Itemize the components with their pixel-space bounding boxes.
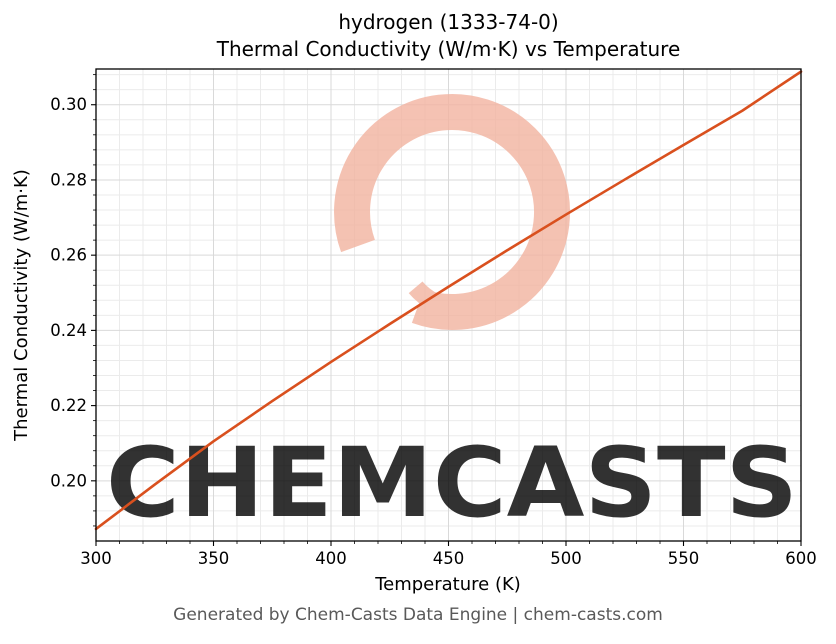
y-tick-label: 0.30	[50, 95, 87, 114]
x-tick-label: 300	[80, 549, 112, 568]
conductivity-line	[94, 70, 803, 531]
watermark-logo-ring-icon	[334, 93, 571, 330]
chart-title: hydrogen (1333-74-0) Thermal Conductivit…	[96, 9, 801, 63]
x-tick-label: 500	[550, 549, 582, 568]
x-tick-label: 450	[433, 549, 465, 568]
watermark-text: CHEMCASTS	[106, 427, 798, 539]
chart-title-line2: Thermal Conductivity (W/m·K) vs Temperat…	[216, 37, 681, 61]
tick-marks	[91, 74, 802, 546]
watermark-logo-swirl-icon	[408, 281, 512, 317]
tick-labels: 300 350 400 450 500 550 600 0.20 0.22 0.24 0.26 0.2…	[50, 95, 817, 568]
y-tick-label: 0.26	[50, 246, 87, 265]
x-tick-label: 350	[198, 549, 230, 568]
x-axis-label: Temperature (K)	[374, 574, 521, 595]
x-tick-label: 550	[668, 549, 700, 568]
y-tick-label: 0.22	[50, 396, 87, 415]
watermark: CHEMCASTS	[106, 93, 798, 539]
data-line-layer	[94, 70, 803, 531]
x-tick-label: 600	[785, 549, 817, 568]
chart-title-line1: hydrogen (1333-74-0)	[338, 10, 559, 34]
y-axis-label: Thermal Conductivity (W/m·K)	[11, 169, 32, 442]
y-tick-label: 0.20	[50, 471, 87, 490]
y-tick-label: 0.24	[50, 321, 87, 340]
footer-credit: Generated by Chem-Casts Data Engine | ch…	[173, 605, 663, 625]
y-tick-label: 0.28	[50, 170, 87, 189]
x-tick-label: 400	[315, 549, 347, 568]
